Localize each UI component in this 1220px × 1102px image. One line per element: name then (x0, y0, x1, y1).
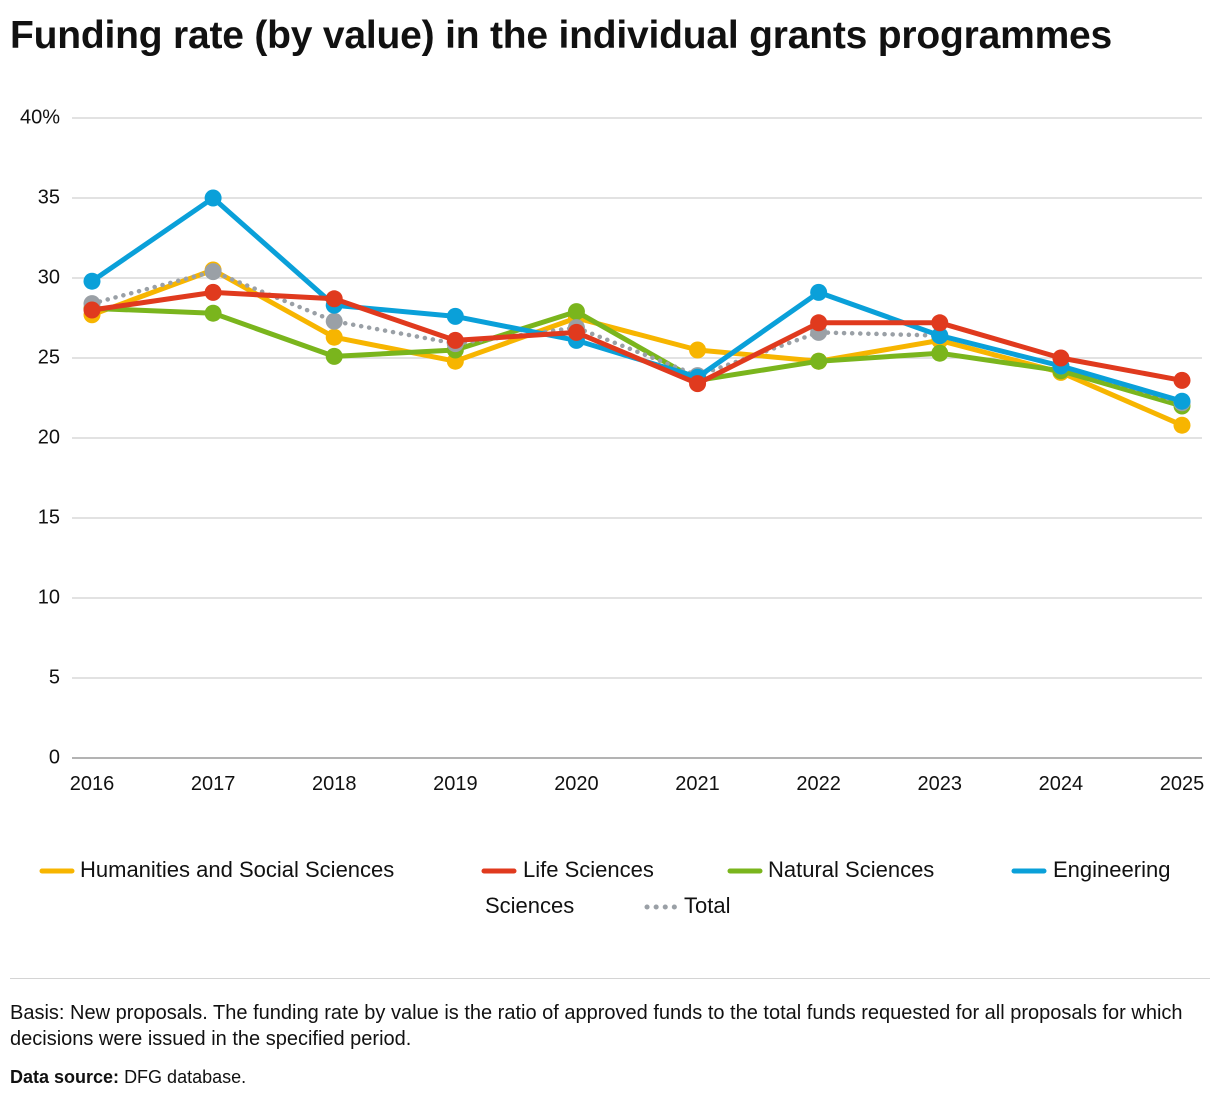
series-total (83, 263, 1191, 412)
data-point-humanities-and-social-sciences-2021 (689, 341, 707, 359)
data-point-life-sciences-2024 (1052, 349, 1070, 367)
data-point-life-sciences-2019 (446, 331, 464, 349)
data-point-humanities-and-social-sciences-2018 (325, 328, 343, 346)
data-point-total-2018 (325, 312, 343, 330)
data-point-engineering-sciences-2016 (83, 272, 101, 290)
series-line-life-sciences (89, 289, 1185, 387)
legend: Humanities and Social Sciences Life Scien… (39, 857, 1170, 918)
data-point-natural-sciences-2018 (325, 347, 343, 365)
x-tick-label: 2019 (433, 773, 478, 795)
data-point-engineering-sciences-2025 (1173, 392, 1191, 410)
series-line-natural-sciences (89, 305, 1185, 409)
grid-lines (72, 117, 1202, 759)
series-line-engineering-sciences (89, 195, 1185, 404)
data-point-life-sciences-2025 (1173, 371, 1191, 389)
x-tick-label: 2020 (554, 773, 599, 795)
legend-item-humanities-and-social-sciences: Humanities and Social Sciences (39, 857, 394, 882)
legend-label: Engineering (1053, 857, 1170, 882)
x-tick-label: 2018 (312, 773, 357, 795)
data-source-value: DFG database. (124, 1067, 247, 1087)
footer-divider (10, 978, 1210, 979)
series-line-humanities-and-social-sciences (89, 267, 1185, 428)
x-tick-label: 2017 (191, 773, 236, 795)
x-axis-tick-labels: 2016 2017 2018 2019 2020 2021 2022 2023 2024 2025 (70, 773, 1205, 795)
legend-item-life-sciences: Life Sciences (481, 857, 654, 882)
data-point-humanities-and-social-sciences-2025 (1173, 416, 1191, 434)
x-tick-label: 2016 (70, 773, 115, 795)
series-line-total (89, 269, 1185, 406)
data-point-life-sciences-2022 (810, 314, 828, 332)
legend-label: Life Sciences (523, 857, 654, 882)
data-point-total-2017 (204, 263, 222, 281)
data-point-natural-sciences-2020 (567, 303, 585, 321)
data-point-life-sciences-2023 (931, 314, 949, 332)
legend-label: Total (684, 893, 730, 918)
data-point-life-sciences-2018 (325, 290, 343, 308)
y-tick-label: 30 (38, 266, 60, 288)
y-tick-label: 35 (38, 186, 60, 208)
data-point-life-sciences-2020 (567, 323, 585, 341)
y-tick-label: 15 (38, 506, 60, 528)
x-tick-label: 2025 (1160, 773, 1205, 795)
legend-label: Sciences (485, 893, 574, 918)
footnote-basis: Basis: New proposals. The funding rate b… (10, 1002, 1183, 1050)
y-tick-label: 40% (20, 106, 60, 128)
x-tick-label: 2023 (918, 773, 963, 795)
series-life-sciences (83, 283, 1191, 393)
data-point-engineering-sciences-2017 (204, 189, 222, 207)
x-tick-label: 2024 (1039, 773, 1084, 795)
data-point-engineering-sciences-2022 (810, 283, 828, 301)
y-tick-label: 20 (38, 426, 60, 448)
data-point-engineering-sciences-2023 (931, 327, 949, 345)
legend-item-natural-sciences: Natural Sciences (727, 857, 934, 882)
series-engineering-sciences (83, 189, 1191, 410)
legend-label: Natural Sciences (768, 857, 934, 882)
x-tick-label: 2021 (675, 773, 720, 795)
y-axis-tick-labels: 0 5 10 15 20 25 30 35 40% (20, 106, 60, 768)
data-source-label: Data source: (10, 1067, 120, 1087)
legend-item-total: Total (644, 893, 730, 918)
data-point-life-sciences-2021 (689, 375, 707, 393)
y-tick-label: 25 (38, 346, 60, 368)
y-tick-label: 0 (49, 746, 60, 768)
data-point-engineering-sciences-2019 (446, 307, 464, 325)
page-title: Funding rate (by value) in the individua… (10, 14, 1113, 57)
data-point-life-sciences-2017 (204, 283, 222, 301)
data-series (83, 189, 1191, 434)
data-point-life-sciences-2016 (83, 301, 101, 319)
legend-label: Humanities and Social Sciences (80, 857, 394, 882)
y-tick-label: 10 (38, 586, 60, 608)
data-point-natural-sciences-2017 (204, 304, 222, 322)
data-point-natural-sciences-2023 (931, 344, 949, 362)
legend-item-engineering-sciences: Engineering Sciences (485, 857, 1170, 918)
x-tick-label: 2022 (796, 773, 841, 795)
data-point-natural-sciences-2022 (810, 352, 828, 370)
y-tick-label: 5 (49, 666, 60, 688)
data-source: Data source: DFG database. (10, 1067, 246, 1088)
